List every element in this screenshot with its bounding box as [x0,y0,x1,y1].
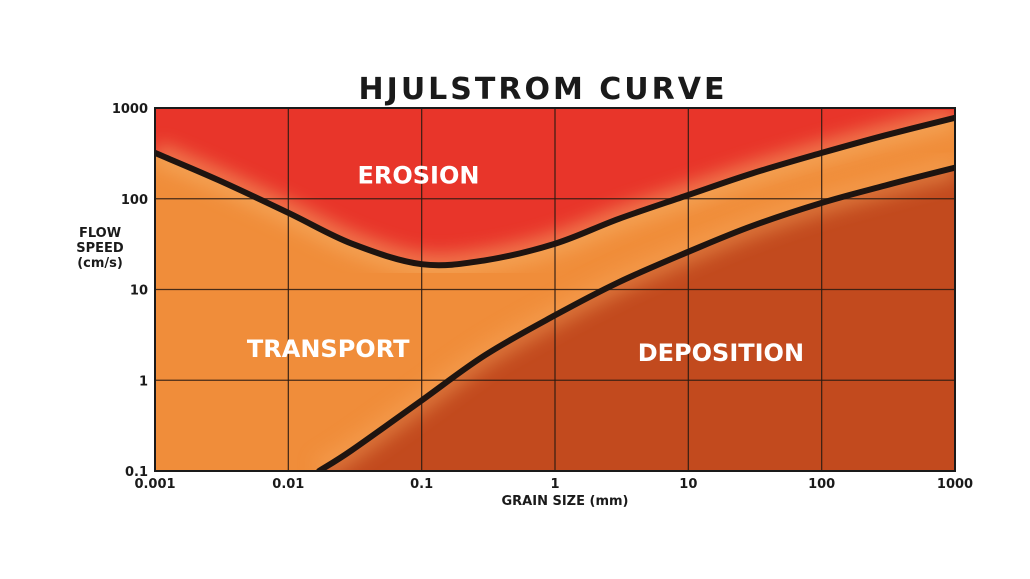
axes: 0.001 0.01 0.1 1 10 100 1000 0.1 1 10 100 1000 GRAIN… [76,102,973,509]
deposition-boundary-line [316,164,955,471]
region-label-transport: TRANSPORT [247,335,410,363]
y-axis-label: FLOW SPEED (cm/s) [76,226,124,271]
x-tick-label: 0.01 [272,477,304,492]
x-tick-label: 10 [679,477,697,492]
x-tick-label: 100 [808,477,835,492]
deposition-region [319,167,955,471]
region-label-erosion: EROSION [357,162,479,190]
x-tick-label: 0.001 [134,477,175,492]
y-tick-label: 1000 [112,102,148,117]
x-tick-label: 1 [550,477,559,492]
x-tick-label: 0.1 [410,477,433,492]
y-tick-label: 10 [130,284,148,299]
plot-frame [154,107,956,472]
y-tick-label: 1 [139,374,148,389]
x-axis-label: GRAIN SIZE (mm) [502,494,629,509]
region-label-deposition: DEPOSITION [638,339,804,367]
erosion-boundary-line [155,114,955,269]
y-tick-label: 0.1 [125,465,148,480]
x-tick-label: 1000 [937,477,973,492]
y-tick-label: 100 [121,193,148,208]
chart-title: HJULSTROM CURVE [359,72,728,107]
plot-area: EROSION TRANSPORT DEPOSITION [155,108,955,471]
